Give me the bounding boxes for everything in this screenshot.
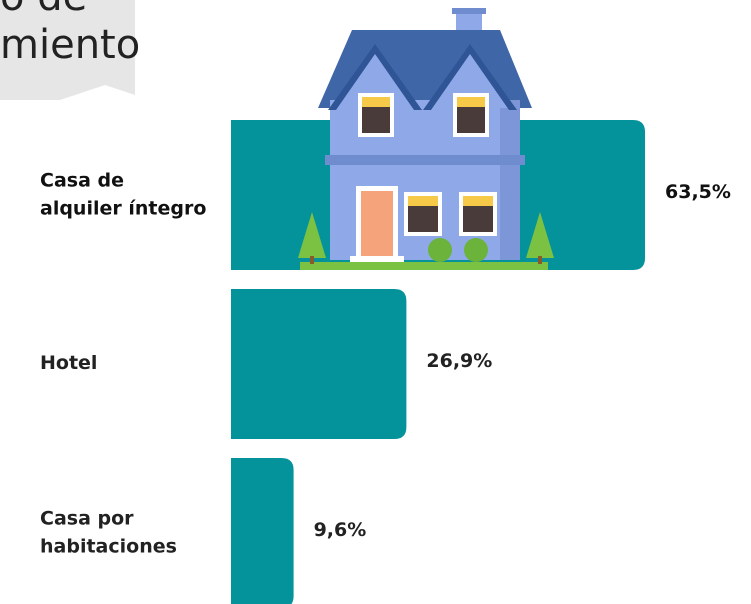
bar <box>231 458 294 604</box>
value-label: 26,9% <box>426 348 492 376</box>
title-line: o de <box>0 0 87 20</box>
bar <box>231 289 406 439</box>
house-illustration <box>298 8 554 270</box>
title-line: miento <box>0 22 140 68</box>
value-label: 63,5% <box>665 179 731 207</box>
category-label: Casa de alquiler íntegro <box>40 167 206 222</box>
category-label: Hotel <box>40 350 97 378</box>
category-label: Casa por habitaciones <box>40 505 177 560</box>
value-label: 9,6% <box>314 517 367 545</box>
page: o de miento Casa de alquiler íntegro 63,5… <box>0 0 751 604</box>
